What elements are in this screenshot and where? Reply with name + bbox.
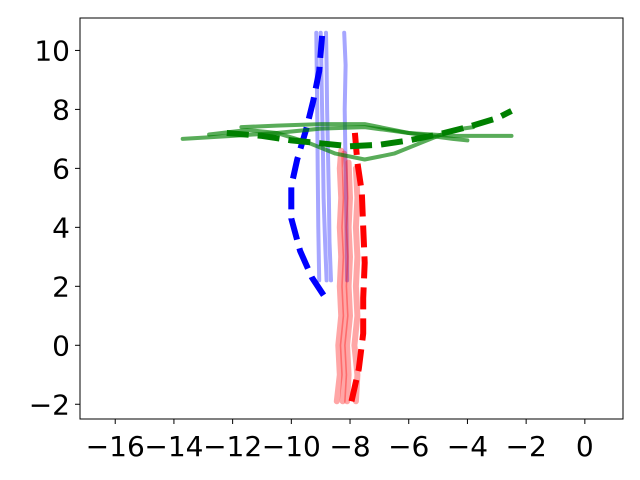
- x-tick-label: −16: [86, 430, 145, 463]
- x-tick-label: −12: [203, 430, 262, 463]
- x-tick-label: −6: [388, 430, 429, 463]
- series-line-13: [226, 108, 513, 150]
- y-tick-label: 2: [52, 270, 70, 303]
- series-line-3: [342, 30, 350, 283]
- x-axis: −16 −14 −12 −10 −8 −6 −4 −2 0: [86, 419, 594, 463]
- x-tick-label: −14: [144, 430, 203, 463]
- series-line-9: [348, 126, 368, 402]
- x-tick-label: −10: [262, 430, 321, 463]
- x-tick-label: −4: [447, 430, 488, 463]
- y-tick-label: 0: [52, 329, 70, 362]
- plot-area-frame: [79, 17, 624, 420]
- y-tick-label: 4: [52, 211, 70, 244]
- y-tick-label: 10: [34, 34, 70, 67]
- series-line-0: [318, 30, 329, 283]
- x-tick-label: −2: [505, 430, 546, 463]
- x-tick-label: 0: [576, 430, 594, 463]
- series-line-5: [333, 147, 345, 405]
- series-line-12: [207, 125, 476, 162]
- y-tick-label: −2: [29, 388, 70, 421]
- y-axis: −2 0 2 4 6 8 10: [29, 34, 80, 421]
- series-line-1: [324, 30, 333, 283]
- y-tick-label: 8: [52, 93, 70, 126]
- series-line-8: [339, 150, 349, 405]
- y-tick-label: 6: [52, 152, 70, 185]
- series-line-7: [344, 159, 353, 405]
- series-line-4: [288, 35, 327, 297]
- series-line-11: [239, 122, 514, 138]
- series-layer: [180, 30, 514, 405]
- x-tick-label: −8: [329, 430, 370, 463]
